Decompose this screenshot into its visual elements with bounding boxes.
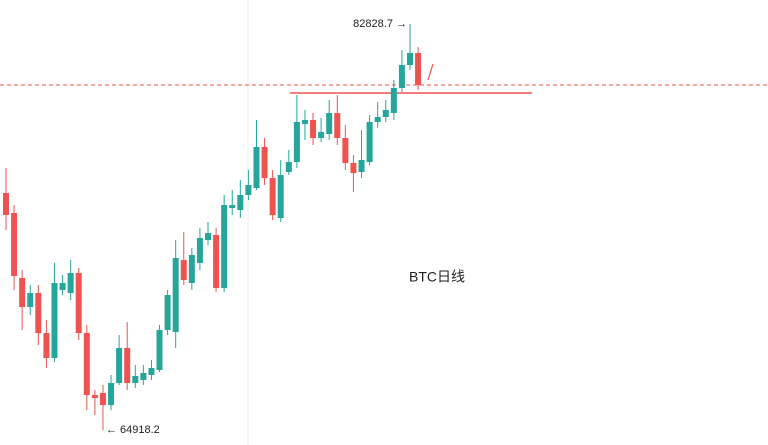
- candle-body: [19, 278, 26, 308]
- candle-body: [398, 64, 405, 89]
- candle-body: [213, 235, 220, 289]
- candle-body: [108, 383, 115, 406]
- candle-body: [11, 213, 18, 277]
- candle-body: [59, 283, 66, 291]
- candle-body: [148, 368, 155, 376]
- candle-body: [221, 205, 228, 289]
- candle-body: [156, 330, 163, 371]
- candle-body: [334, 112, 341, 139]
- candle-body: [310, 120, 317, 139]
- candle-body: [188, 255, 195, 284]
- candle-body: [67, 273, 74, 294]
- candle-body: [51, 283, 58, 359]
- candle-body: [75, 273, 82, 334]
- candle-body: [172, 258, 179, 333]
- candle-body: [229, 205, 236, 209]
- candle-body: [326, 112, 333, 135]
- candle-body: [350, 163, 357, 174]
- candle-body: [285, 162, 292, 173]
- candle-body: [277, 175, 284, 219]
- candle-body: [253, 147, 260, 189]
- candle-body: [43, 333, 50, 359]
- candle-body: [27, 293, 34, 308]
- candle-body: [342, 138, 349, 164]
- candle-body: [269, 178, 276, 216]
- candle-body: [390, 88, 397, 113]
- drawing-stroke: [427, 63, 434, 81]
- candle-body: [358, 160, 365, 173]
- candle-body: [140, 373, 147, 381]
- candle-body: [196, 238, 203, 264]
- candle-body: [237, 194, 244, 211]
- high-annotation: 82828.7 →: [353, 18, 407, 30]
- candle-body: [205, 233, 211, 241]
- candle-body: [366, 121, 373, 163]
- candle-body: [124, 348, 131, 384]
- candle-body: [407, 53, 413, 65]
- candle-body: [261, 147, 268, 179]
- candle-body: [116, 348, 123, 384]
- candle-body: [83, 333, 90, 396]
- candle-body: [318, 132, 325, 139]
- candle-body: [415, 53, 422, 85]
- candle-body: [382, 110, 389, 118]
- candle-body: [3, 193, 9, 216]
- candle-body: [374, 117, 381, 122]
- candle-body: [180, 260, 187, 281]
- candle-body: [164, 295, 171, 331]
- candle-body: [245, 185, 252, 195]
- chart-title: BTC日线: [409, 269, 465, 285]
- candle-body: [293, 121, 300, 163]
- candle-body: [99, 393, 106, 406]
- candle-body: [35, 293, 42, 334]
- candle-body: [91, 395, 98, 399]
- candle-body: [301, 120, 308, 125]
- low-annotation: ← 64918.2: [106, 424, 160, 436]
- candle-body: [132, 376, 139, 384]
